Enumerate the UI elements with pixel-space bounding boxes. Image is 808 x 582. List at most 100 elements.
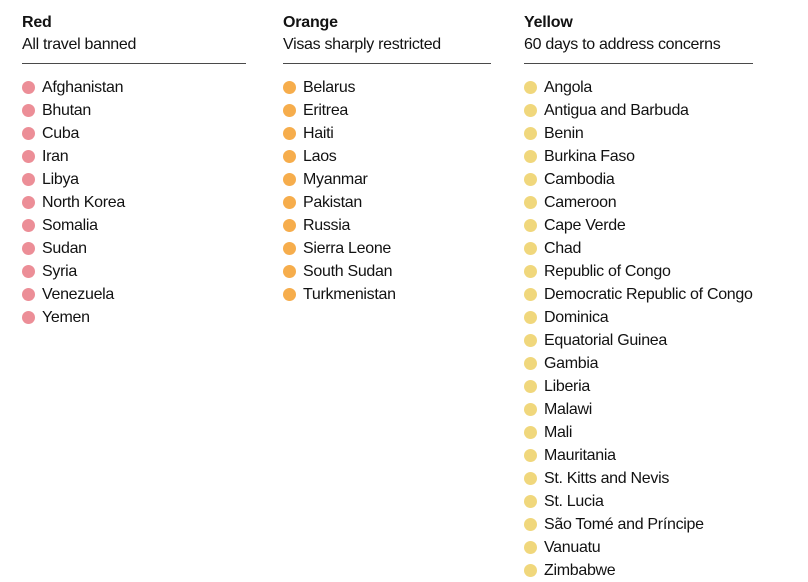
list-item: Antigua and Barbuda bbox=[524, 99, 808, 122]
status-dot-icon bbox=[524, 173, 537, 186]
country-label: Bhutan bbox=[42, 101, 91, 119]
list-item: Chad bbox=[524, 237, 808, 260]
status-dot-icon bbox=[283, 265, 296, 278]
country-label: Zimbabwe bbox=[544, 561, 616, 579]
country-label: Yemen bbox=[42, 308, 90, 326]
status-dot-icon bbox=[283, 196, 296, 209]
column-subtitle: Visas sharply restricted bbox=[283, 36, 441, 53]
country-label: Malawi bbox=[544, 400, 592, 418]
list-item: South Sudan bbox=[283, 260, 524, 283]
list-item: Democratic Republic of Congo bbox=[524, 283, 808, 306]
list-item: Zimbabwe bbox=[524, 559, 808, 582]
country-label: Angola bbox=[544, 78, 593, 96]
status-dot-icon bbox=[524, 403, 537, 416]
list-item: Belarus bbox=[283, 76, 524, 99]
list-item: Mali bbox=[524, 421, 808, 444]
country-label: Benin bbox=[544, 124, 584, 142]
country-label: St. Kitts and Nevis bbox=[544, 469, 670, 487]
status-dot-icon bbox=[524, 426, 537, 439]
status-dot-icon bbox=[524, 564, 537, 577]
list-item: Syria bbox=[22, 260, 283, 283]
list-item: Angola bbox=[524, 76, 808, 99]
status-dot-icon bbox=[22, 311, 35, 324]
country-label: Laos bbox=[303, 147, 337, 165]
divider bbox=[283, 63, 491, 64]
list-item: Cameroon bbox=[524, 191, 808, 214]
country-label: Vanuatu bbox=[544, 538, 601, 556]
list-item: Libya bbox=[22, 168, 283, 191]
country-label: Gambia bbox=[544, 354, 599, 372]
status-dot-icon bbox=[524, 150, 537, 163]
status-dot-icon bbox=[524, 127, 537, 140]
status-dot-icon bbox=[22, 150, 35, 163]
status-dot-icon bbox=[524, 541, 537, 554]
status-dot-icon bbox=[524, 449, 537, 462]
country-label: Libya bbox=[42, 170, 79, 188]
status-dot-icon bbox=[283, 242, 296, 255]
status-dot-icon bbox=[283, 81, 296, 94]
list-item: Russia bbox=[283, 214, 524, 237]
list-item: Burkina Faso bbox=[524, 145, 808, 168]
status-dot-icon bbox=[22, 265, 35, 278]
country-label: North Korea bbox=[42, 193, 125, 211]
country-label: Cameroon bbox=[544, 193, 617, 211]
list-item: St. Lucia bbox=[524, 490, 808, 513]
list-item: Cuba bbox=[22, 122, 283, 145]
list-item: Laos bbox=[283, 145, 524, 168]
country-label: St. Lucia bbox=[544, 492, 604, 510]
divider bbox=[22, 63, 246, 64]
country-label: Venezuela bbox=[42, 285, 115, 303]
country-label: Mauritania bbox=[544, 446, 616, 464]
status-dot-icon bbox=[283, 288, 296, 301]
list-item: Dominica bbox=[524, 306, 808, 329]
list-item: Myanmar bbox=[283, 168, 524, 191]
list-item: Haiti bbox=[283, 122, 524, 145]
status-dot-icon bbox=[283, 219, 296, 232]
status-dot-icon bbox=[524, 311, 537, 324]
status-dot-icon bbox=[524, 357, 537, 370]
country-label: Democratic Republic of Congo bbox=[544, 285, 753, 303]
status-dot-icon bbox=[524, 518, 537, 531]
status-dot-icon bbox=[283, 127, 296, 140]
country-label: Myanmar bbox=[303, 170, 368, 188]
country-label: South Sudan bbox=[303, 262, 393, 280]
status-dot-icon bbox=[283, 104, 296, 117]
list-item: Sudan bbox=[22, 237, 283, 260]
list-item: Iran bbox=[22, 145, 283, 168]
country-label: Turkmenistan bbox=[303, 285, 396, 303]
status-dot-icon bbox=[22, 81, 35, 94]
country-label: Chad bbox=[544, 239, 582, 257]
list-item: Venezuela bbox=[22, 283, 283, 306]
status-dot-icon bbox=[524, 495, 537, 508]
column-subtitle: All travel banned bbox=[22, 36, 137, 53]
list-item: Cape Verde bbox=[524, 214, 808, 237]
column-title: Orange bbox=[283, 14, 338, 31]
status-dot-icon bbox=[22, 196, 35, 209]
status-dot-icon bbox=[524, 265, 537, 278]
column-yellow: Yellow 60 days to address concerns Angol… bbox=[524, 13, 808, 582]
column-title: Yellow bbox=[524, 14, 573, 31]
list-item: São Tomé and Príncipe bbox=[524, 513, 808, 536]
country-label: Antigua and Barbuda bbox=[544, 101, 689, 119]
country-label: Dominica bbox=[544, 308, 609, 326]
status-dot-icon bbox=[524, 288, 537, 301]
country-list-orange: Belarus Eritrea Haiti Laos Myanmar Pakistan Ru… bbox=[283, 76, 524, 306]
list-item: Vanuatu bbox=[524, 536, 808, 559]
list-item: Malawi bbox=[524, 398, 808, 421]
list-item: Equatorial Guinea bbox=[524, 329, 808, 352]
country-list-yellow: Angola Antigua and Barbuda Benin Burkina Fa… bbox=[524, 76, 808, 582]
column-orange: Orange Visas sharply restricted Belarus E… bbox=[283, 13, 524, 582]
list-item: Liberia bbox=[524, 375, 808, 398]
country-label: Russia bbox=[303, 216, 351, 234]
list-item: North Korea bbox=[22, 191, 283, 214]
list-item: Cambodia bbox=[524, 168, 808, 191]
country-label: Sudan bbox=[42, 239, 87, 257]
list-item: Bhutan bbox=[22, 99, 283, 122]
status-dot-icon bbox=[22, 127, 35, 140]
column-subtitle: 60 days to address concerns bbox=[524, 36, 721, 53]
status-dot-icon bbox=[283, 150, 296, 163]
country-label: Afghanistan bbox=[42, 78, 124, 96]
status-dot-icon bbox=[524, 334, 537, 347]
status-dot-icon bbox=[524, 380, 537, 393]
